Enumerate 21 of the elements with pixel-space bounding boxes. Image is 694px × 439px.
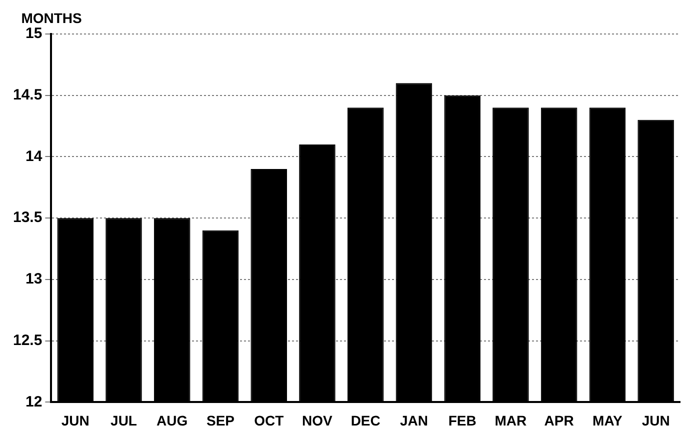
y-axis-title: MONTHS — [21, 10, 82, 26]
x-tick-label: MAY — [592, 412, 624, 428]
y-tick-label: 15 — [26, 25, 42, 42]
x-tick-label: MAR — [494, 412, 527, 428]
x-tick-label: JUL — [110, 412, 138, 428]
x-tick-label: AUG — [156, 412, 188, 428]
x-tick-label: SEP — [206, 412, 234, 428]
y-tick-label: 14.5 — [12, 86, 42, 104]
y-tick-label: 12.5 — [12, 332, 42, 349]
x-tick-label: JAN — [400, 412, 428, 428]
y-tick-label: 13.5 — [12, 209, 42, 226]
y-tick-label: 12 — [26, 393, 42, 410]
x-tick-label: APR — [544, 412, 574, 428]
y-tick-label: 13 — [26, 270, 42, 288]
y-tick-label: 14 — [26, 148, 43, 165]
x-tick-label: OCT — [254, 412, 284, 428]
x-tick-label: JUN — [61, 412, 90, 428]
x-tick-label: FEB — [448, 412, 476, 428]
x-tick-label: NOV — [302, 412, 334, 428]
x-tick-label: JUN — [642, 412, 670, 428]
x-tick-label: DEC — [350, 412, 380, 428]
